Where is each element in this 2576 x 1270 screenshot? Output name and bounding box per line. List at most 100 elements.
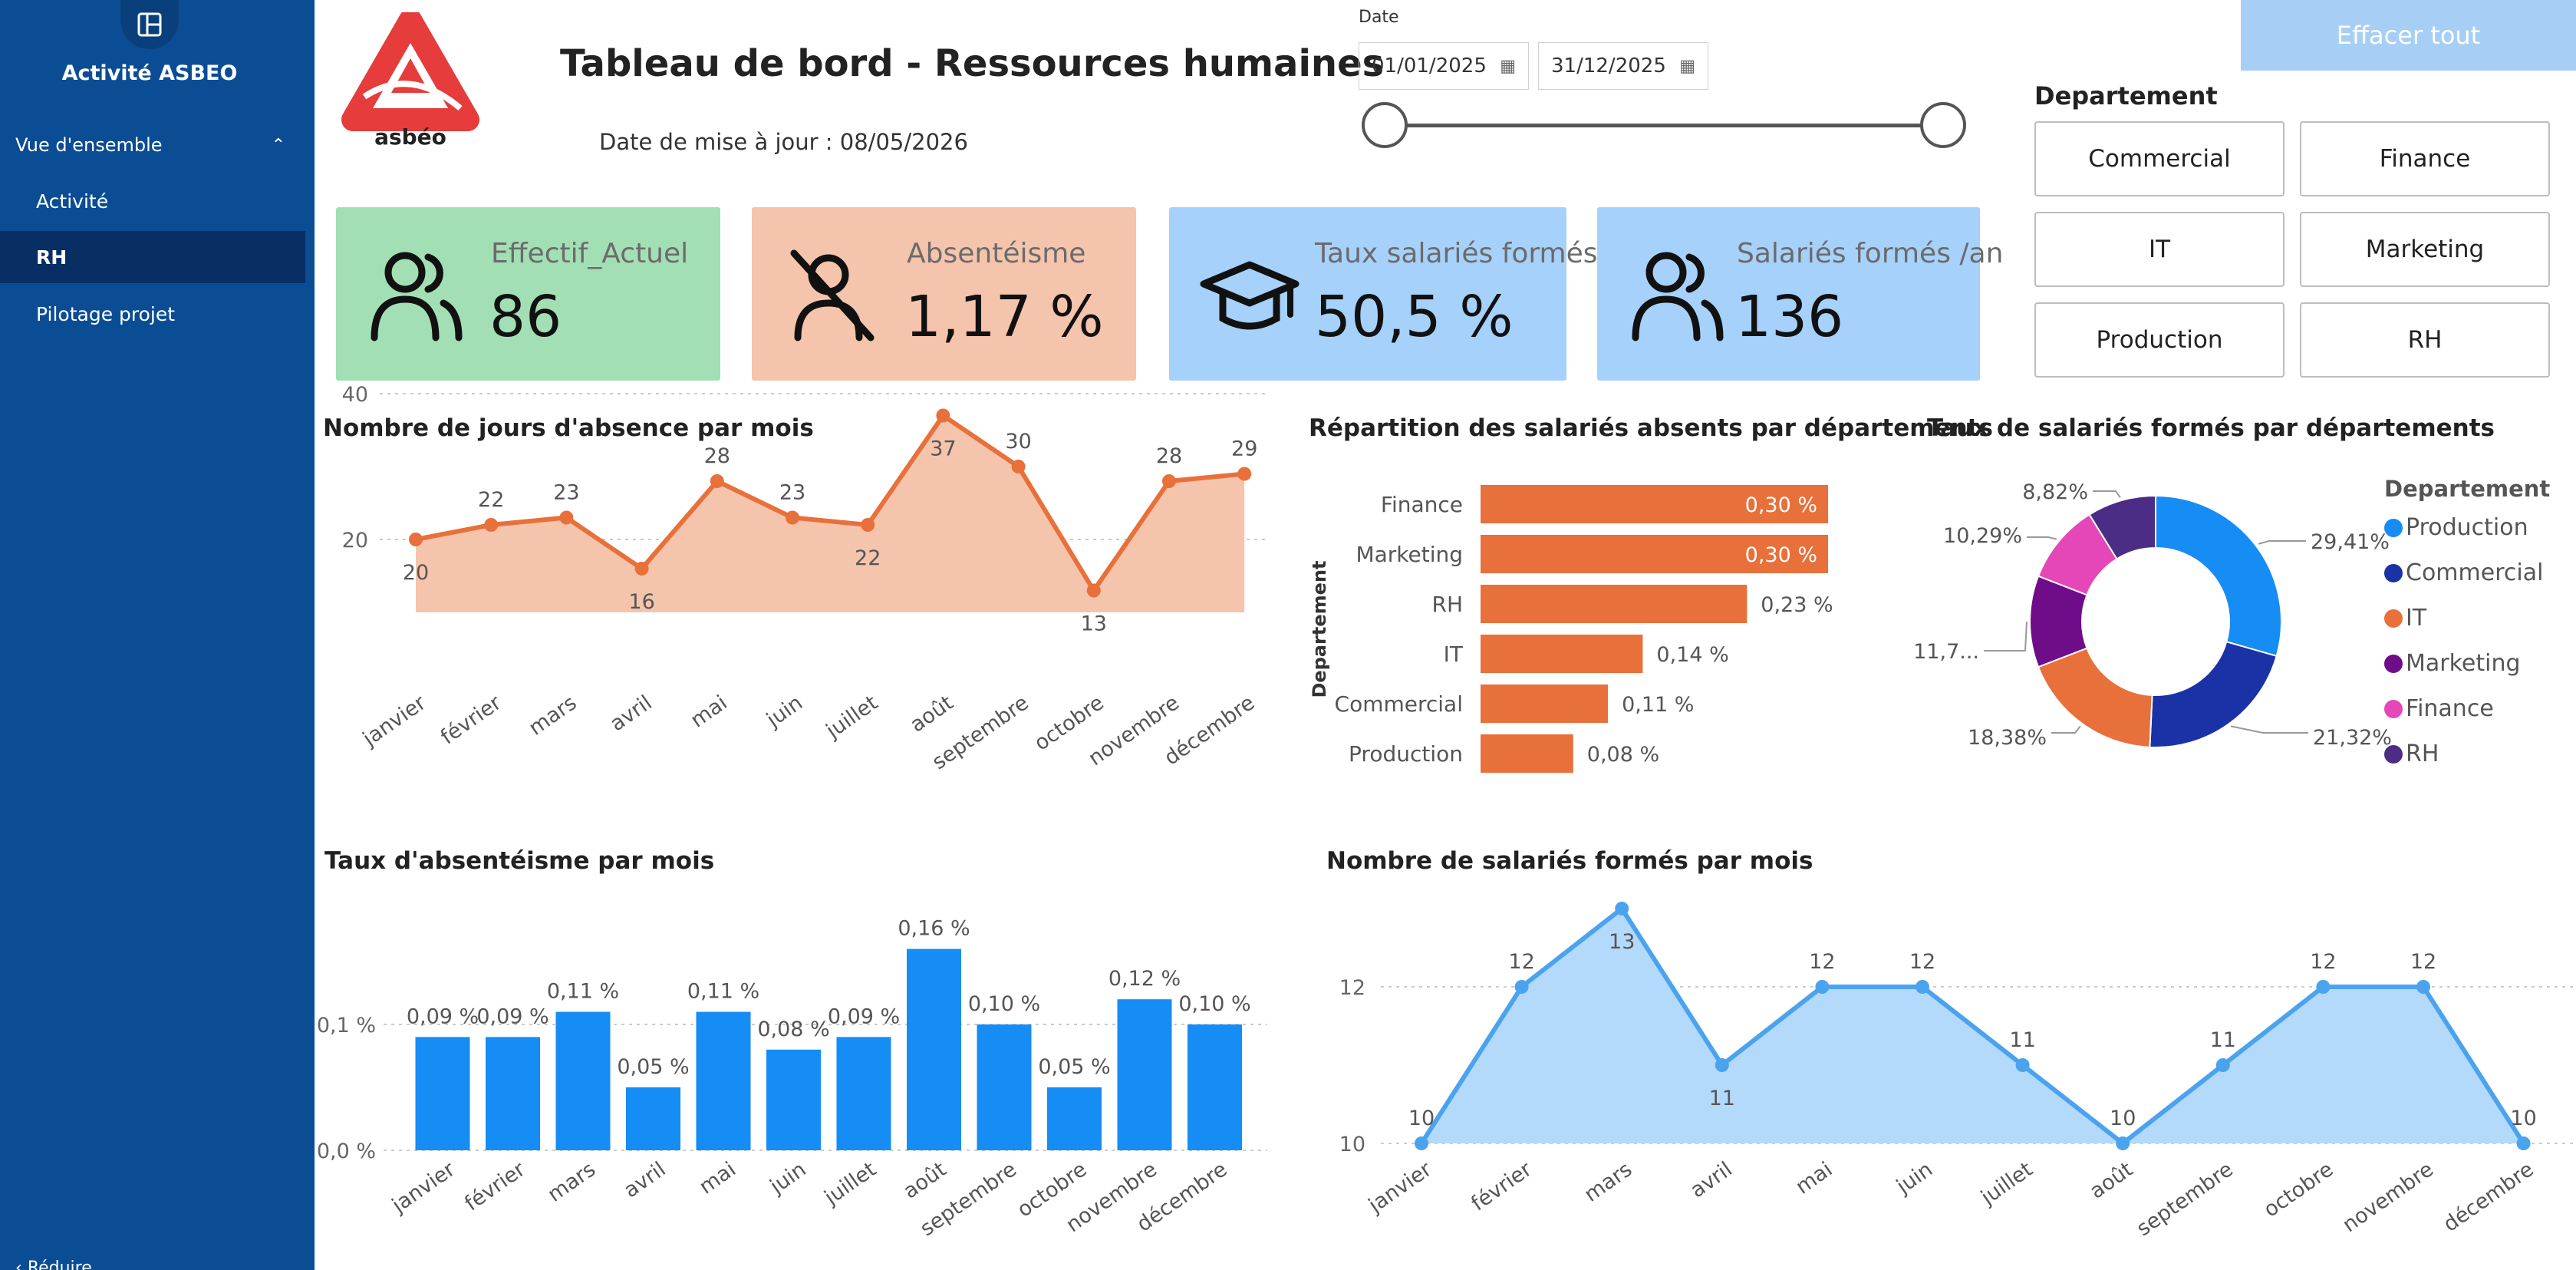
- y-tick-label: 40: [342, 383, 368, 407]
- category-label: Production: [1349, 741, 1463, 767]
- data-label: 29,41%: [2311, 530, 2390, 554]
- bar: [977, 1024, 1032, 1150]
- legend-item[interactable]: Production: [2384, 514, 2528, 541]
- sidebar-item-pilotage-projet[interactable]: Pilotage projet: [0, 288, 305, 340]
- data-label: 10: [1408, 1107, 1435, 1130]
- calendar-icon[interactable]: ▦: [1679, 56, 1695, 76]
- x-tick-label: janvier: [1364, 1157, 1437, 1218]
- data-label: 0,08 %: [757, 1018, 829, 1041]
- legend-item[interactable]: Finance: [2384, 695, 2494, 722]
- kpi-card-formes-an: Salariés formés /an 136: [1597, 207, 2003, 381]
- collapse-label: Réduire: [27, 1258, 92, 1270]
- chart-title-absenteeism-rate: Taux d'absentéisme par mois: [324, 847, 715, 875]
- x-tick-label: août: [2086, 1157, 2138, 1203]
- company-logo: asbéo: [338, 8, 483, 150]
- legend-label: Commercial: [2406, 559, 2544, 586]
- pie-slice: [2088, 494, 2156, 560]
- legend-item[interactable]: IT: [2384, 605, 2426, 632]
- graduation-cap-icon: [1200, 261, 1300, 330]
- bar: [1188, 1024, 1242, 1150]
- data-label: 0,30 %: [1745, 493, 1817, 517]
- data-label: 0,10 %: [968, 992, 1040, 1016]
- app-icon[interactable]: [120, 0, 179, 49]
- data-label: 12: [1909, 950, 1935, 974]
- date-range-start-handle[interactable]: [1362, 102, 1408, 148]
- dept-option-production[interactable]: Production: [2034, 302, 2284, 378]
- legend-item[interactable]: Marketing: [2384, 650, 2521, 677]
- data-point: [2516, 1136, 2531, 1150]
- dashboard-icon: [137, 12, 162, 37]
- dept-option-finance[interactable]: Finance: [2300, 121, 2550, 196]
- data-label: 11,7...: [1913, 640, 1979, 664]
- bar: [1481, 635, 1643, 673]
- dept-option-rh[interactable]: RH: [2300, 302, 2550, 378]
- area-fill: [416, 415, 1245, 612]
- legend-label: Finance: [2406, 695, 2494, 722]
- data-point: [1815, 980, 1830, 994]
- chart-title-trained-by-dept: Taux de salariés formés par départements: [1927, 414, 2495, 442]
- dept-option-commercial[interactable]: Commercial: [2034, 121, 2284, 196]
- legend-label: Marketing: [2406, 650, 2521, 677]
- x-tick-label: février: [460, 1157, 530, 1216]
- date-end-input[interactable]: 31/12/2025 ▦: [1538, 42, 1708, 90]
- bar: [1047, 1087, 1102, 1150]
- data-point: [861, 518, 875, 532]
- nav-section-overview[interactable]: Vue d'ensemble ⌃: [0, 129, 305, 161]
- date-start-input[interactable]: 01/01/2025 ▦: [1359, 42, 1529, 90]
- x-tick-label: juillet: [1976, 1157, 2037, 1210]
- data-label: 23: [553, 481, 579, 505]
- data-point: [1514, 980, 1529, 994]
- x-tick-label: avril: [620, 1157, 670, 1202]
- date-range-end-handle[interactable]: [1920, 102, 1966, 148]
- x-tick-label: septembre: [2133, 1157, 2238, 1241]
- data-label: 0,23 %: [1761, 593, 1833, 617]
- collapse-button[interactable]: ‹ Réduire: [15, 1258, 92, 1270]
- category-label: IT: [1444, 642, 1464, 667]
- data-label: 12: [1809, 950, 1835, 974]
- x-tick-label: janvier: [358, 691, 431, 751]
- data-label: 8,82%: [2022, 480, 2088, 504]
- data-label: 21,32%: [2313, 726, 2392, 750]
- data-label: 0,14 %: [1656, 643, 1728, 667]
- legend-swatch: [2384, 654, 2403, 673]
- bar: [486, 1037, 540, 1150]
- date-range-track[interactable]: [1385, 124, 1945, 127]
- data-point: [1011, 460, 1026, 473]
- kpi-value: 1,17 %: [905, 284, 1104, 350]
- pie-slice: [2155, 494, 2282, 658]
- legend-swatch: [2384, 609, 2403, 628]
- data-point: [559, 510, 574, 525]
- data-point: [2215, 1058, 2230, 1072]
- clear-all-button[interactable]: Effacer tout: [2241, 0, 2576, 71]
- legend-swatch: [2384, 744, 2403, 764]
- bar: [1117, 999, 1172, 1150]
- data-point: [1916, 980, 1929, 994]
- x-tick-label: juillet: [820, 1157, 881, 1210]
- sidebar-item-rh[interactable]: RH: [0, 231, 305, 283]
- sidebar-item-label: RH: [36, 246, 68, 269]
- data-point: [1615, 902, 1629, 915]
- legend-item[interactable]: Commercial: [2384, 559, 2543, 586]
- x-tick-label: mai: [1791, 1157, 1836, 1199]
- data-label: 0,12 %: [1108, 967, 1181, 991]
- data-label: 0,08 %: [1587, 743, 1659, 767]
- y-axis-title: Departement: [1309, 560, 1330, 698]
- app-title: Activité ASBEO: [61, 61, 238, 85]
- chart-title-absence-days: Nombre de jours d'absence par mois: [323, 414, 814, 442]
- chart-title-trained-per-month: Nombre de salariés formés par mois: [1326, 847, 1813, 875]
- bar: [1481, 734, 1573, 773]
- data-label: 28: [704, 444, 730, 468]
- legend-item[interactable]: RH: [2384, 741, 2439, 767]
- leader-line: [2230, 725, 2308, 734]
- sidebar-item-label: Pilotage projet: [36, 302, 176, 325]
- dept-option-marketing[interactable]: Marketing: [2300, 212, 2550, 287]
- data-point: [2015, 1058, 2030, 1072]
- legend-label: IT: [2406, 605, 2427, 632]
- sidebar-item-activite[interactable]: Activité: [0, 175, 305, 227]
- category-label: Finance: [1381, 492, 1463, 517]
- dept-option-it[interactable]: IT: [2034, 212, 2284, 287]
- data-label: 11: [2009, 1028, 2035, 1052]
- y-tick-label: 20: [342, 529, 368, 553]
- calendar-icon[interactable]: ▦: [1500, 56, 1516, 76]
